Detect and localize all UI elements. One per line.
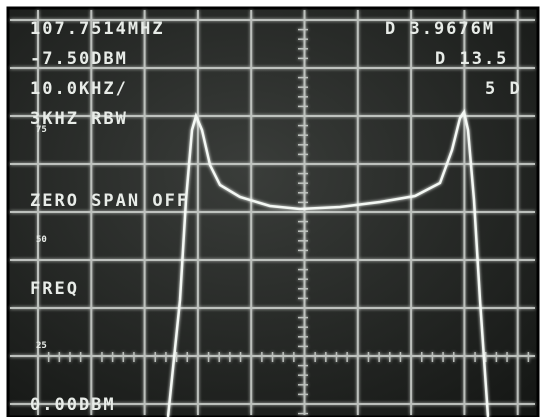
reference-level: 0.00DBM [30, 395, 116, 415]
menu-label: FREQ [30, 279, 79, 299]
readout: 3KHZ RBW [30, 109, 128, 129]
graticule [10, 10, 535, 415]
scale-mark: 25 [36, 341, 47, 351]
readout: D 3.9676M [385, 19, 495, 39]
scale-mark: 50 [36, 235, 47, 245]
readout: 5 D [485, 79, 522, 99]
trace [166, 108, 490, 417]
readout: 107.7514MHZ [30, 19, 165, 39]
readout: -7.50DBM [30, 49, 128, 69]
readout: 10.0KHZ/ [30, 79, 128, 99]
readout: D 13.5 [435, 49, 508, 69]
scale-mark: 75 [36, 125, 47, 135]
menu-label: ZERO SPAN OFF [30, 191, 189, 211]
